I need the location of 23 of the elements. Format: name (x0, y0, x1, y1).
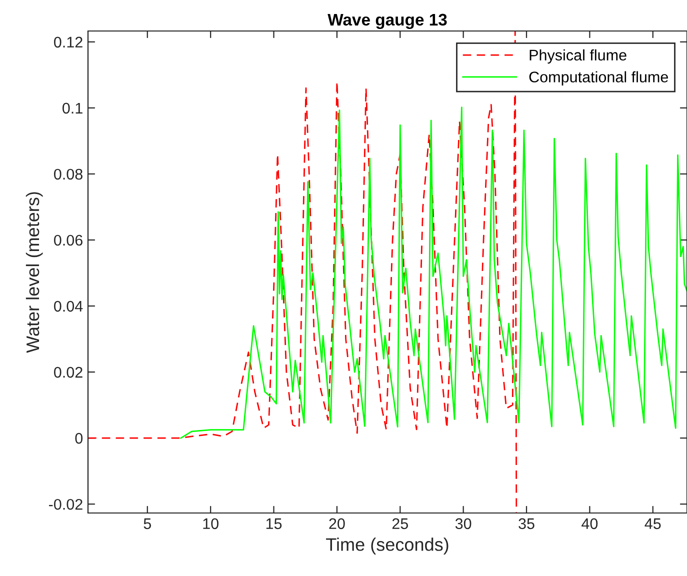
x-tick-label: 35 (518, 518, 534, 530)
y-tick-label: 0.04 (54, 300, 83, 312)
y-tick-label: -0.02 (49, 498, 82, 510)
y-tick-label: 0.1 (62, 102, 82, 114)
x-tick-label: 15 (266, 518, 282, 530)
y-tick-label: 0.12 (54, 36, 82, 48)
x-tick-label: 30 (455, 518, 472, 530)
legend-label: Physical flume (530, 49, 626, 64)
y-tick-label: 0 (75, 432, 83, 444)
x-tick-label: 25 (392, 518, 408, 530)
x-tick-label: 40 (582, 518, 598, 530)
x-axis-title: Time (seconds) (326, 538, 448, 554)
x-tick-label: 20 (329, 518, 345, 530)
y-axis-title: Water level (meters) (26, 192, 43, 353)
chart-title: Wave gauge 13 (328, 14, 447, 29)
x-tick-label: 10 (203, 518, 218, 530)
y-tick-label: 0.06 (54, 234, 82, 246)
y-tick-label: 0.08 (54, 168, 82, 180)
legend-label: Computational flume (529, 71, 668, 86)
line-series (180, 106, 687, 439)
x-tick-label: 5 (144, 518, 152, 530)
y-tick-label: 0.02 (54, 366, 82, 378)
x-tick-label: 45 (644, 518, 661, 530)
